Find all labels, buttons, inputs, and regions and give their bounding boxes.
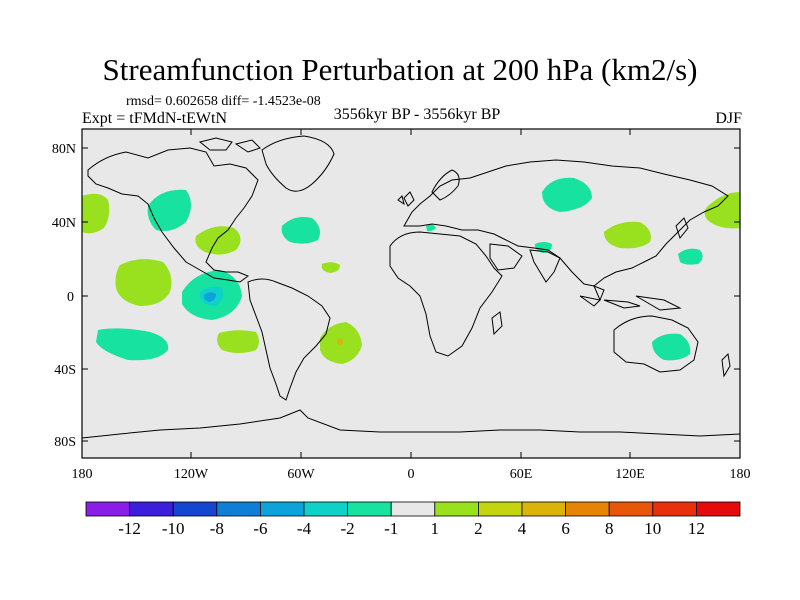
anomaly-blob: [195, 226, 241, 255]
colorbar-tick-label: 12: [688, 519, 705, 538]
anomaly-blob: [147, 189, 191, 231]
colorbar-swatch: [477, 501, 523, 517]
colorbar-swatch: [347, 501, 392, 517]
anomaly-blob: [281, 217, 320, 244]
colorbar-swatch: [303, 501, 348, 517]
chart-title: Streamfunction Perturbation at 200 hPa (…: [102, 52, 698, 87]
colorbar-swatch: [390, 501, 436, 517]
colorbar-tick-label: 8: [605, 519, 614, 538]
anomaly-blob: [217, 330, 259, 353]
lat-label: 80S: [54, 435, 76, 450]
anomaly-blob: [704, 192, 740, 229]
coastline-south-america: [247, 278, 331, 401]
colorbar-tick-label: 6: [561, 519, 570, 538]
coastline-british-isles: [397, 191, 415, 207]
season-label: DJF: [715, 110, 742, 127]
colorbar-swatch: [259, 501, 305, 517]
period-label: 3556kyr BP - 3556kyr BP: [333, 106, 501, 123]
colorbar-tick-label: 2: [474, 519, 483, 538]
anomaly-blob: [652, 333, 691, 361]
anomaly-contours: [82, 177, 740, 364]
anomaly-blob: [203, 292, 216, 302]
colorbar-swatch: [129, 501, 174, 517]
colorbar-swatch: [216, 501, 261, 517]
colorbar-tick-label: -10: [162, 519, 185, 538]
colorbar-tick-label: -8: [210, 519, 224, 538]
colorbar-swatch: [521, 501, 566, 517]
tick-marks: [82, 129, 740, 458]
colorbar-tick-label: -1: [384, 519, 398, 538]
lon-label: 180: [730, 467, 751, 482]
colorbar-tick-label: 1: [431, 519, 440, 538]
coastline-madagascar: [491, 311, 503, 336]
coastline-north-america: [87, 147, 259, 283]
anomaly-blob: [678, 248, 703, 265]
coastline-africa: [389, 231, 503, 357]
coastline-japan: [675, 217, 689, 240]
coastline-arctic: [198, 137, 261, 153]
coastline-scandinavia: [431, 169, 460, 201]
colorbar-swatch: [608, 501, 654, 517]
plot-background: [82, 129, 740, 458]
colorbar-tick-label: 10: [644, 519, 661, 538]
coastline-greenland: [261, 135, 335, 192]
colorbar-swatch: [85, 501, 130, 517]
colorbar: [85, 501, 741, 517]
colorbar-tick-label: -6: [253, 519, 267, 538]
lon-label: 0: [408, 467, 415, 482]
colorbar-swatch: [434, 501, 479, 517]
colorbar-tick-label: -4: [297, 519, 312, 538]
lat-label: 0: [67, 290, 74, 305]
coastline-india: [529, 249, 561, 283]
coastline-antarctica: [82, 409, 740, 439]
lat-label: 40S: [54, 363, 76, 378]
colorbar-tick-label: -2: [341, 519, 355, 538]
lon-label: 180: [72, 467, 93, 482]
colorbar-swatch: [696, 501, 741, 517]
lon-label: 120W: [174, 467, 209, 482]
lon-label: 120E: [615, 467, 645, 482]
coastline-se-asia: [579, 285, 682, 311]
anomaly-blob: [82, 193, 110, 234]
anomaly-blob: [115, 259, 172, 306]
anomaly-blob: [321, 262, 340, 273]
coastline-arabia: [489, 243, 523, 271]
stats-text: rmsd= 0.602658 diff= -1.4523e-08: [126, 94, 321, 109]
colorbar-swatch: [565, 501, 610, 517]
anomaly-blob: [604, 221, 651, 249]
colorbar-tick-label: 4: [518, 519, 527, 538]
colorbar-swatch: [172, 501, 218, 517]
colorbar-labels: -12 -10 -8 -6 -4 -2 -1 1 2 4 6 8 10 12: [118, 519, 705, 538]
coastline-new-zealand: [721, 352, 731, 378]
anomaly-blob: [542, 177, 592, 212]
lat-label: 80N: [52, 142, 76, 157]
colorbar-swatch: [652, 501, 697, 517]
lon-label: 60W: [287, 467, 315, 482]
lat-label: 40N: [52, 216, 76, 231]
experiment-label: Expt = tFMdN-tEWtN: [82, 110, 228, 127]
colorbar-tick-label: -12: [118, 519, 141, 538]
anomaly-blob: [96, 328, 169, 361]
coastlines: [82, 135, 740, 439]
coastline-australia: [613, 315, 699, 373]
anomaly-blob: [426, 224, 436, 232]
lon-label: 60E: [510, 467, 533, 482]
anomaly-peak: [337, 339, 343, 345]
